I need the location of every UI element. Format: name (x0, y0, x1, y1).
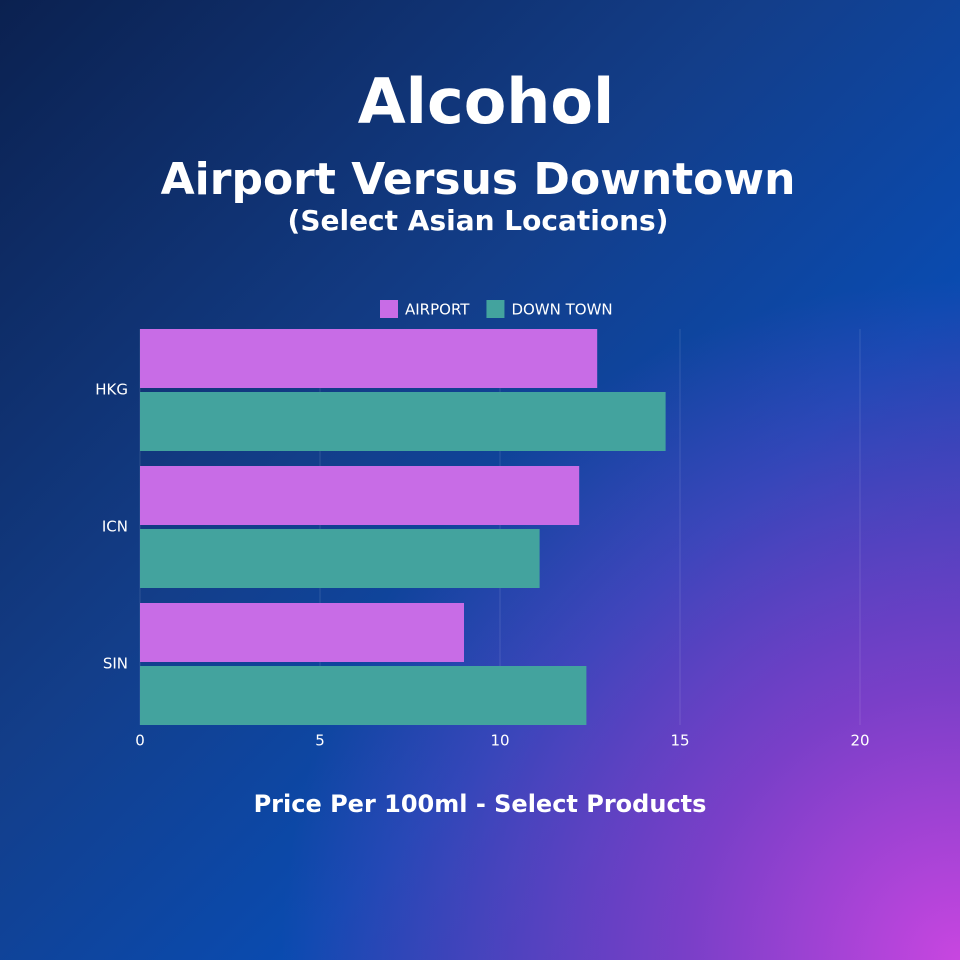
bar (140, 666, 587, 725)
x-axis-title: Price Per 100ml - Select Products (254, 790, 707, 818)
chart-subtitle: Airport Versus Downtown (161, 154, 796, 205)
x-tick-label: 15 (670, 732, 689, 750)
bar (140, 392, 666, 451)
legend-label: AIRPORT (405, 301, 470, 319)
bar (140, 529, 540, 588)
y-tick-label: ICN (102, 518, 128, 536)
bar (140, 329, 598, 388)
legend-label: DOWN TOWN (511, 301, 612, 319)
x-tick-label: 5 (315, 732, 325, 750)
x-tick-label: 10 (490, 732, 509, 750)
bar (140, 466, 580, 525)
chart-title: Alcohol (358, 65, 615, 138)
y-tick-label: HKG (95, 381, 128, 399)
legend-swatch (380, 300, 398, 318)
chart-note: (Select Asian Locations) (288, 204, 669, 237)
bar (140, 603, 464, 662)
x-tick-label: 20 (850, 732, 869, 750)
legend-swatch (486, 300, 505, 318)
y-tick-label: SIN (103, 655, 128, 673)
x-tick-label: 0 (135, 732, 145, 750)
